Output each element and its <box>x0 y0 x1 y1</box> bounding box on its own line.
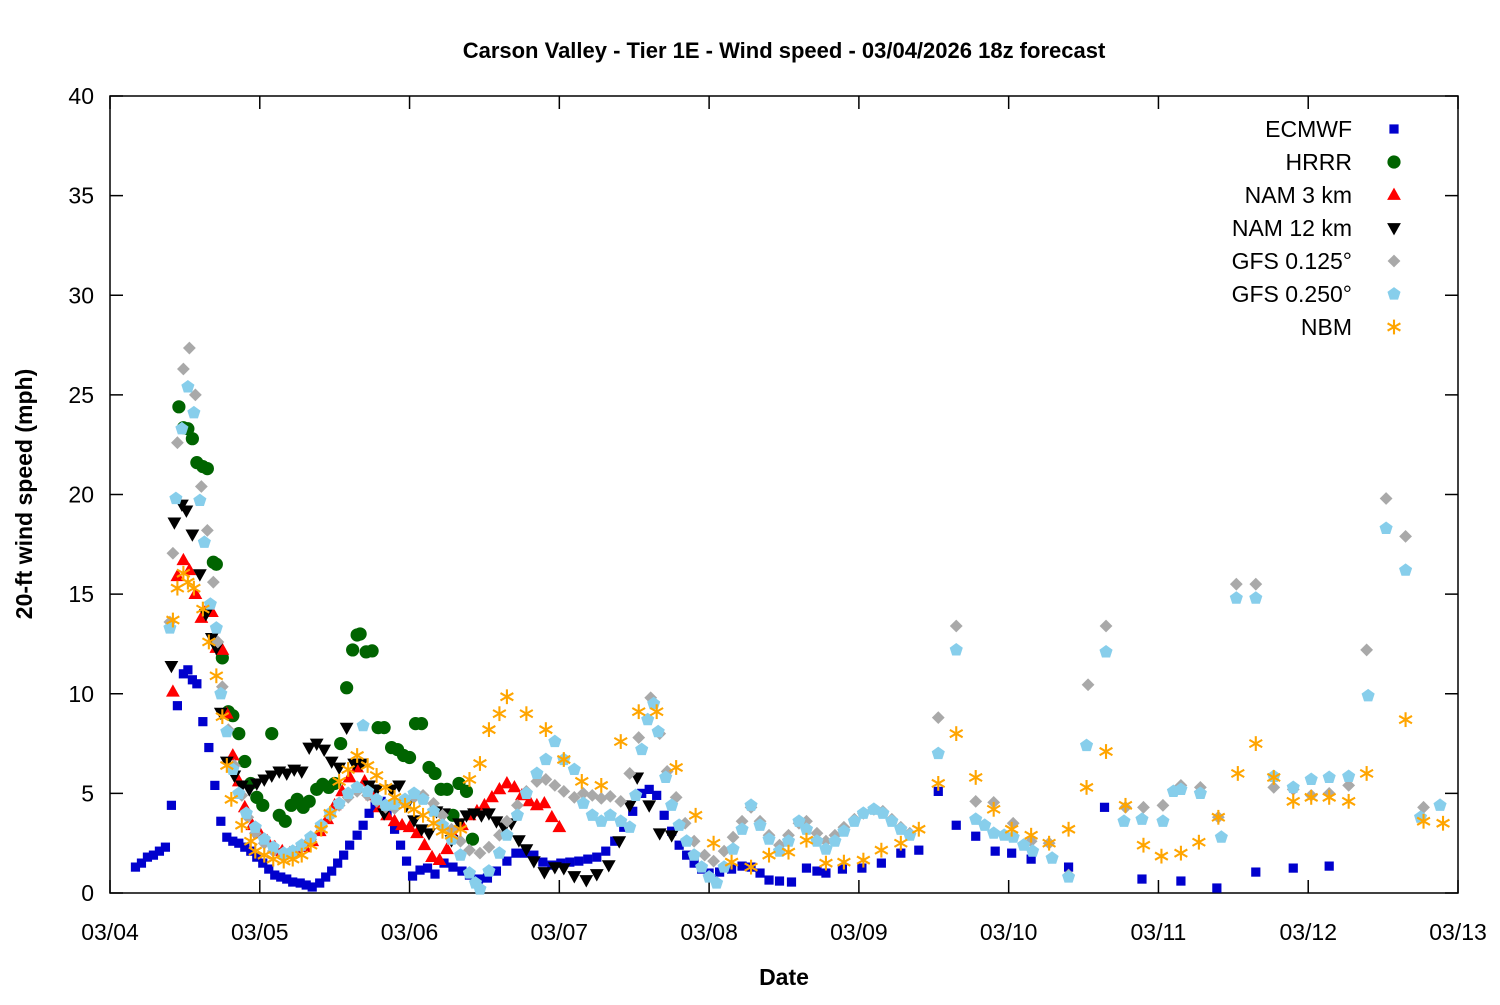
y-tick-label: 15 <box>68 581 94 607</box>
series-hrrr <box>172 400 480 846</box>
data-points-layer <box>130 341 1450 895</box>
legend: ECMWF HRRR NAM 3 km NAM 12 km GFS 0.125° GFS … <box>1232 116 1401 340</box>
y-axis-label: 20-ft wind speed (mph) <box>11 369 37 619</box>
y-tick-label: 35 <box>68 183 94 209</box>
y-tick-label: 25 <box>68 382 94 408</box>
y-tick-label: 30 <box>68 282 94 308</box>
x-tick-label: 03/05 <box>231 919 289 945</box>
y-axis-tick-labels: 0 5 10 15 20 25 30 35 40 <box>68 83 94 906</box>
x-tick-label: 03/09 <box>830 919 888 945</box>
y-tick-label: 10 <box>68 681 94 707</box>
legend-entry-hrrr: HRRR <box>1286 149 1401 175</box>
x-tick-label: 03/11 <box>1131 919 1187 945</box>
triangle-up-legend-marker-icon <box>1387 187 1401 200</box>
pentagon-legend-marker-icon <box>1387 287 1401 300</box>
legend-entry-label: ECMWF <box>1265 116 1352 142</box>
x-tick-label: 03/12 <box>1279 919 1337 945</box>
chart-title: Carson Valley - Tier 1E - Wind speed - 0… <box>463 38 1106 63</box>
legend-entry-label: GFS 0.250° <box>1232 281 1352 307</box>
legend-entry-label: NAM 3 km <box>1245 182 1352 208</box>
legend-entry-gfs-0-250-: GFS 0.250° <box>1232 281 1401 307</box>
legend-entry-nam-3-km: NAM 3 km <box>1245 182 1401 208</box>
circle-legend-marker-icon <box>1387 155 1401 169</box>
legend-entry-label: GFS 0.125° <box>1232 248 1352 274</box>
triangle-down-legend-marker-icon <box>1387 223 1401 236</box>
axis-ticks <box>109 95 1459 894</box>
x-tick-label: 03/13 <box>1429 919 1487 945</box>
diamond-legend-marker-icon <box>1387 254 1401 268</box>
x-tick-label: 03/06 <box>381 919 439 945</box>
x-tick-label: 03/08 <box>680 919 738 945</box>
asterisk-legend-marker-icon <box>1387 319 1401 335</box>
series-gfs-0-125- <box>163 341 1430 882</box>
x-tick-label: 03/04 <box>81 919 139 945</box>
legend-entry-label: NAM 12 km <box>1232 215 1352 241</box>
x-axis-tick-labels: 03/04 03/05 03/06 03/07 03/08 03/09 03/10 03/11… <box>81 919 1487 945</box>
y-tick-label: 0 <box>81 880 94 906</box>
x-tick-label: 03/07 <box>531 919 589 945</box>
square-legend-marker-icon <box>1389 124 1399 134</box>
legend-entry-label: HRRR <box>1286 149 1352 175</box>
x-tick-label: 03/10 <box>980 919 1038 945</box>
legend-entry-ecmwf: ECMWF <box>1265 116 1399 142</box>
legend-entry-nbm: NBM <box>1301 314 1401 340</box>
y-tick-label: 5 <box>81 780 94 806</box>
legend-entry-gfs-0-125-: GFS 0.125° <box>1232 248 1401 274</box>
legend-entry-nam-12-km: NAM 12 km <box>1232 215 1401 241</box>
series-nbm <box>165 565 1450 875</box>
legend-entry-label: NBM <box>1301 314 1352 340</box>
y-tick-label: 20 <box>68 482 94 508</box>
y-tick-label: 40 <box>68 83 94 109</box>
x-axis-label: Date <box>759 964 809 990</box>
